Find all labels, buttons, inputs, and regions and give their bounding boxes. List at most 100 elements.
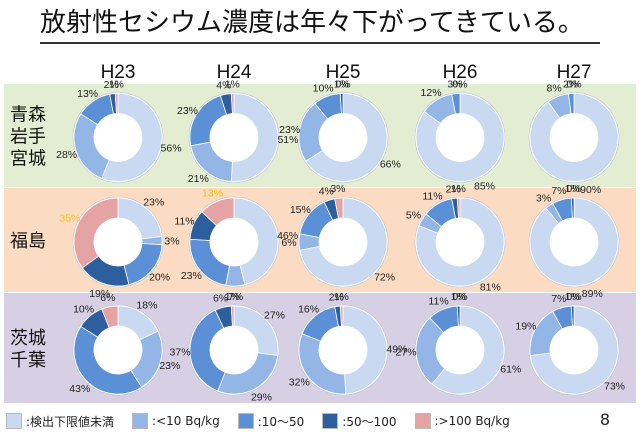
page-number: 8 [599, 410, 610, 429]
donut-slice [415, 93, 505, 182]
legend-swatch [237, 413, 254, 429]
legend-label: :<10 Bq/kg [152, 414, 220, 428]
data-label: 46% [277, 230, 298, 242]
data-label: 37% [170, 347, 191, 359]
data-label: 18% [136, 299, 157, 311]
data-label: 0% [566, 79, 581, 91]
data-label: 1% [334, 291, 349, 303]
data-label: 7% [551, 293, 566, 305]
data-label: 35% [59, 212, 80, 224]
data-label: 3% [330, 183, 345, 195]
data-label: 23% [181, 270, 202, 282]
donut-slice [230, 93, 235, 114]
donut-slice [230, 305, 235, 327]
data-label: 90% [580, 184, 601, 196]
data-label: 0% [566, 291, 581, 303]
donut-slice [529, 197, 619, 287]
data-label: 3% [164, 235, 179, 247]
data-label: 85% [474, 181, 495, 193]
data-label: 19% [515, 320, 536, 332]
column-header-H24: H24 [217, 62, 252, 83]
donut-slice [298, 333, 347, 395]
row-label-0: 青森岩手宮城 [10, 105, 46, 170]
legend-swatch [414, 413, 431, 429]
data-label: 32% [289, 377, 310, 389]
legend-item: :10～50 [237, 413, 305, 430]
donut-slice [529, 93, 619, 182]
data-label: 7% [228, 291, 243, 303]
data-label: 6% [281, 237, 296, 249]
donut-slice [339, 93, 344, 114]
row-label-1: 福島 [10, 231, 46, 252]
data-label: 0% [566, 183, 581, 195]
donut-slice [342, 305, 388, 395]
row-label-line: 千葉 [10, 350, 46, 371]
donut-slice [73, 325, 143, 395]
data-label: 21% [188, 173, 209, 185]
data-label: 4% [216, 79, 231, 91]
donut-slice [568, 93, 575, 115]
data-label: 61% [500, 363, 521, 375]
data-label: 56% [161, 143, 182, 155]
legend-item: :<10 Bq/kg [132, 413, 220, 429]
donut-slice [299, 197, 388, 287]
donut-slice [334, 197, 344, 219]
data-label: 51% [277, 134, 298, 146]
data-label: 89% [582, 288, 603, 300]
row-label-line: 青森 [10, 105, 46, 126]
legend-item: :検出下限値未満 [6, 413, 114, 430]
row-label-line: 茨城 [10, 328, 46, 349]
data-label: 13% [77, 88, 98, 100]
data-label: 2% [104, 79, 119, 91]
data-label: 1% [109, 79, 124, 91]
data-label: 23% [279, 124, 300, 136]
column-header-H26: H26 [443, 62, 478, 83]
data-label: 13% [202, 187, 223, 199]
data-label: 49% [386, 343, 407, 355]
legend-label: :>100 Bq/kg [434, 414, 510, 428]
donut-slice [431, 305, 505, 395]
data-label: 1% [565, 291, 580, 303]
data-label: 10% [313, 82, 334, 94]
data-label: 11% [422, 191, 442, 203]
donut-slice [305, 93, 388, 182]
data-label: 66% [380, 159, 401, 171]
donut-slice [415, 197, 505, 287]
data-label: 27% [396, 347, 417, 359]
data-label: 0% [452, 79, 467, 91]
legend-item: :>100 Bq/kg [414, 413, 510, 429]
column-header-H25: H25 [326, 62, 361, 83]
legend-swatch [322, 413, 339, 429]
donut-slice [456, 197, 461, 219]
data-label: 10% [73, 303, 94, 315]
data-label: 27% [264, 309, 285, 321]
legend-label: :10～50 [257, 414, 305, 429]
donut-slice [201, 197, 235, 227]
data-label: 72% [374, 271, 395, 283]
data-label: 23% [143, 196, 164, 208]
data-label: 23% [159, 360, 180, 372]
data-label: 1% [334, 79, 349, 91]
row-label-2: 茨城千葉 [10, 328, 46, 371]
donut-slice [233, 197, 279, 286]
data-label: 29% [251, 391, 272, 403]
row-label-line: 岩手 [10, 127, 46, 148]
legend: :検出下限値未満:<10 Bq/kg:10～50:50～100:>100 Bq/… [6, 410, 566, 432]
data-label: 11% [174, 216, 194, 228]
donut-slice [73, 197, 119, 269]
data-label: 2% [563, 79, 578, 91]
data-label: 28% [56, 149, 77, 161]
data-label: 2% [446, 183, 461, 195]
data-label: 23% [177, 105, 198, 117]
data-label: 1% [451, 291, 466, 303]
data-label: 81% [480, 282, 501, 294]
donut-slice [570, 197, 575, 219]
data-label: 73% [604, 381, 625, 393]
legend-swatch [132, 413, 149, 429]
data-label: 6% [100, 292, 115, 304]
column-header-H23: H23 [101, 62, 136, 83]
data-label: 19% [89, 288, 110, 300]
data-label: 3% [536, 192, 551, 204]
data-label: 2% [329, 291, 344, 303]
